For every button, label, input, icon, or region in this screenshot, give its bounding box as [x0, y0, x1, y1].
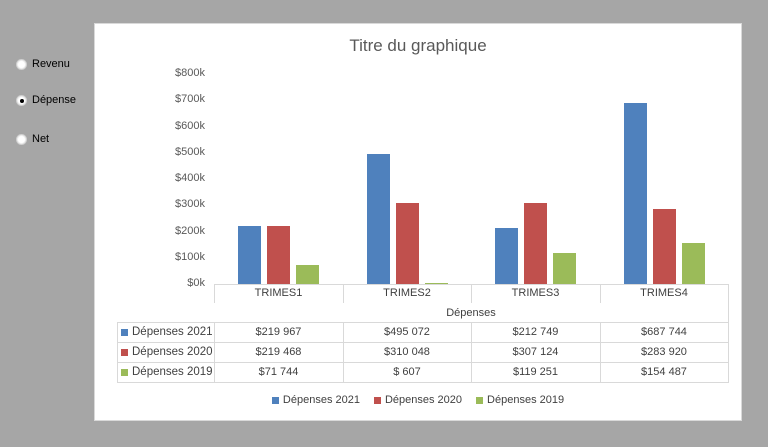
radio-label: Net — [32, 133, 50, 145]
table-cell: $495 072 — [384, 326, 430, 338]
bar[interactable] — [238, 226, 261, 284]
chart-panel[interactable]: Titre du graphique Dépenses 2021 Dépenses… — [94, 23, 742, 421]
table-gridline — [214, 322, 215, 383]
table-cell: $307 124 — [512, 346, 559, 358]
table-gridline — [600, 284, 601, 303]
series-label: Dépenses 2020 — [121, 343, 214, 362]
legend-item[interactable]: Dépenses 2020 — [373, 394, 463, 406]
y-tick-label: $200k — [175, 224, 205, 237]
table-cell: $212 749 — [512, 326, 559, 338]
legend-label: Dépenses 2021 — [282, 394, 360, 406]
y-tick-label: $500k — [175, 145, 205, 158]
category-label: TRIMES2 — [383, 287, 431, 299]
table-cell: $310 048 — [384, 346, 430, 358]
chart-title: Titre du graphique — [349, 36, 487, 55]
legend-label: Dépenses 2020 — [384, 394, 463, 406]
x-axis-title: Dépenses — [446, 307, 496, 319]
series-label: Dépenses 2019 — [121, 363, 214, 382]
table-gridline — [343, 284, 344, 303]
category-label: TRIMES4 — [640, 287, 688, 299]
table-cell: $ 607 — [393, 366, 421, 378]
radio-depense[interactable]: Dépense — [16, 94, 76, 106]
radio-net[interactable]: Net — [16, 133, 49, 145]
radio-label: Dépense — [32, 94, 77, 106]
bar[interactable] — [395, 202, 419, 284]
table-cell: $283 920 — [641, 346, 687, 358]
table-gridline — [600, 322, 601, 383]
bar[interactable] — [267, 226, 290, 284]
chart-legend: Dépenses 2021 Dépenses 2020 Dépenses 2019 — [95, 394, 741, 406]
bar[interactable] — [623, 103, 647, 284]
table-gridline — [343, 322, 344, 383]
bar[interactable] — [652, 209, 676, 284]
radio-label: Revenu — [32, 58, 70, 70]
y-tick-label: $300k — [175, 198, 205, 211]
table-gridline — [117, 362, 728, 363]
radio-circle-icon[interactable] — [16, 58, 27, 70]
legend-swatch-icon — [121, 328, 128, 336]
y-tick-label: $400k — [175, 172, 205, 184]
bar[interactable] — [366, 154, 390, 284]
radio-revenu[interactable]: Revenu — [16, 58, 70, 70]
table-cell: $219 468 — [255, 346, 302, 358]
table-gridline — [728, 322, 729, 383]
y-tick-label: $600k — [175, 119, 205, 132]
legend-item[interactable]: Dépenses 2021 — [271, 394, 360, 406]
table-gridline — [471, 284, 472, 303]
y-tick-label: $800k — [175, 67, 205, 79]
y-tick-label: $0k — [187, 277, 205, 289]
bar[interactable] — [553, 252, 576, 284]
category-label: TRIMES3 — [511, 287, 560, 299]
legend-swatch-icon — [121, 348, 128, 356]
legend-swatch-icon — [121, 368, 128, 376]
series-label: Dépenses 2021 — [121, 323, 214, 342]
bar[interactable] — [424, 283, 448, 284]
radio-circle-checked-icon[interactable] — [16, 94, 27, 106]
table-cell: $154 487 — [641, 366, 687, 378]
y-tick-label: $700k — [175, 93, 205, 106]
table-cell: $219 967 — [255, 326, 302, 338]
table-gridline — [117, 322, 728, 323]
table-cell: $687 744 — [641, 326, 687, 338]
legend-swatch-icon — [476, 396, 484, 404]
table-gridline — [214, 284, 215, 303]
category-label: TRIMES1 — [254, 287, 303, 299]
table-gridline — [117, 342, 728, 343]
table-gridline — [471, 322, 472, 383]
legend-item[interactable]: Dépenses 2019 — [476, 394, 564, 406]
legend-label: Dépenses 2019 — [487, 394, 565, 406]
legend-swatch-icon — [271, 396, 279, 404]
table-cell: $71 744 — [258, 366, 299, 378]
table-cell: $119 251 — [512, 366, 559, 378]
bar[interactable] — [296, 265, 319, 284]
legend-swatch-icon — [373, 396, 381, 404]
bar[interactable] — [495, 228, 518, 284]
table-gridline — [117, 382, 728, 383]
bar[interactable] — [681, 243, 705, 284]
table-gridline — [728, 284, 729, 324]
table-gridline — [117, 322, 118, 383]
y-tick-label: $100k — [175, 250, 205, 263]
radio-circle-icon[interactable] — [16, 133, 27, 145]
bar[interactable] — [524, 203, 547, 284]
